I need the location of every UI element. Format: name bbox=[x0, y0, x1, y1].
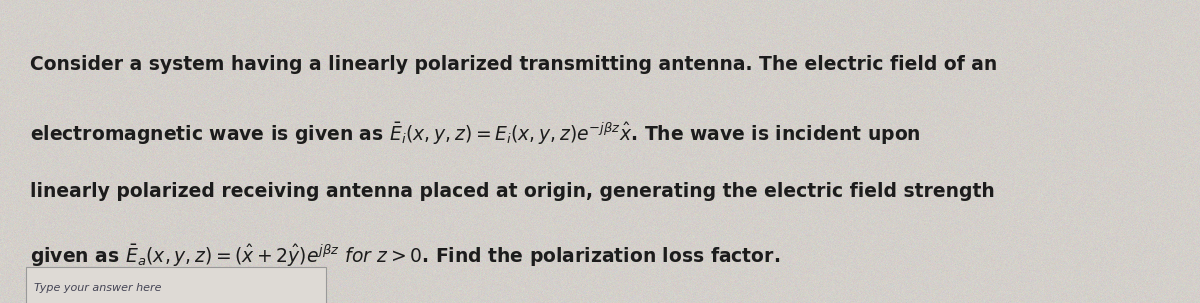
FancyBboxPatch shape bbox=[26, 267, 326, 303]
Text: given as $\bar{E}_a(x,y,z) = (\hat{x}+2\hat{y})e^{j\beta z}$ $\it{for\ z > 0}$. : given as $\bar{E}_a(x,y,z) = (\hat{x}+2\… bbox=[30, 242, 780, 268]
Text: electromagnetic wave is given as $\bar{E}_i(x,y,z) = E_i(x,y,z)e^{-j\beta z}\hat: electromagnetic wave is given as $\bar{E… bbox=[30, 121, 920, 147]
Text: Consider a system having a linearly polarized transmitting antenna. The electric: Consider a system having a linearly pola… bbox=[30, 55, 997, 74]
Text: Type your answer here: Type your answer here bbox=[34, 283, 161, 293]
Text: linearly polarized receiving antenna placed at origin, generating the electric f: linearly polarized receiving antenna pla… bbox=[30, 182, 995, 201]
